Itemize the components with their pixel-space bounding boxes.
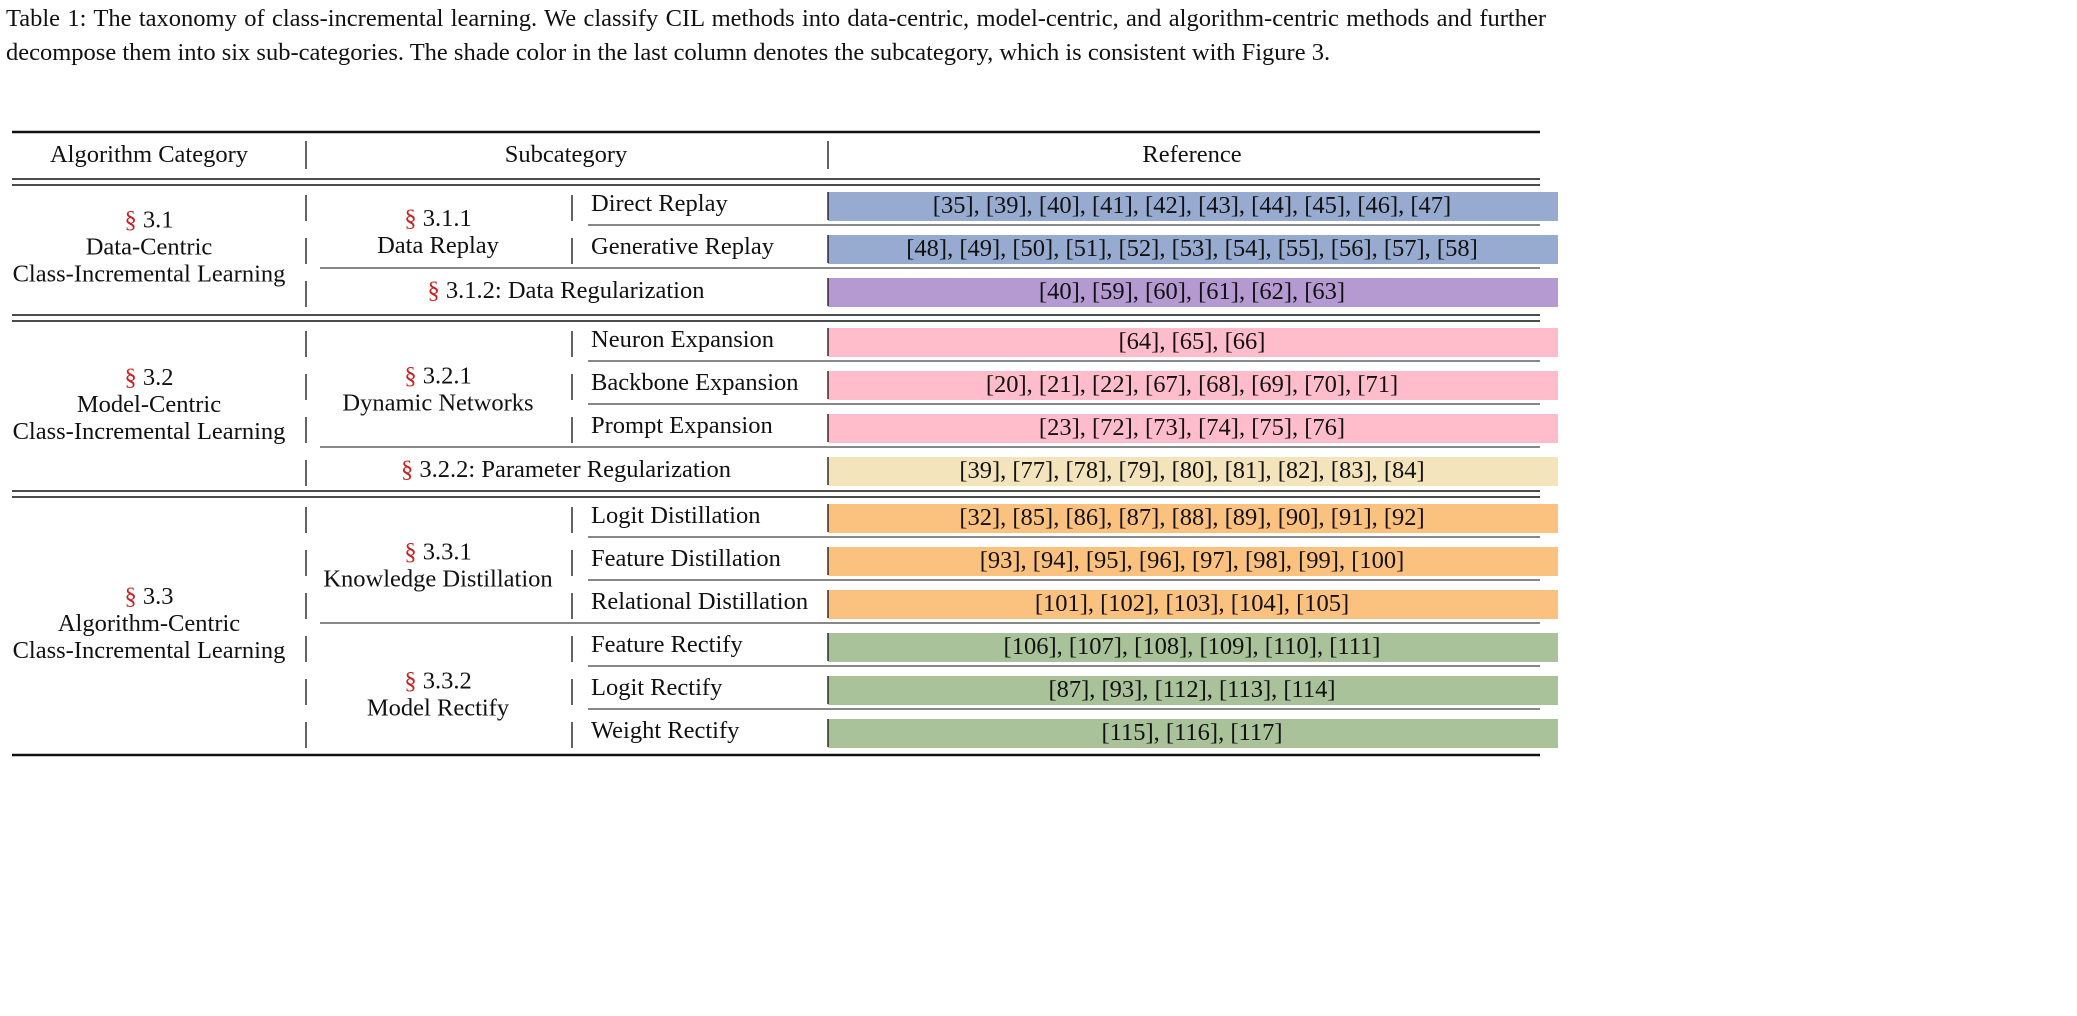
category-number: § 3.1 [125, 207, 174, 234]
method-label: Backbone Expansion [591, 369, 799, 396]
reference-cell-shade [828, 192, 1558, 221]
section-symbol: § [404, 539, 416, 566]
method-label: Neuron Expansion [591, 326, 774, 353]
reference-list: [106], [107], [108], [109], [110], [111] [1004, 633, 1381, 660]
section-label: 3.2 [137, 364, 174, 391]
section-symbol: § [125, 583, 137, 610]
category-name: Class-Incremental Learning [13, 261, 286, 288]
reference-list: [35], [39], [40], [41], [42], [43], [44]… [933, 192, 1451, 219]
subcategory-number: § 3.2.1 [404, 363, 471, 390]
reference-list: [101], [102], [103], [104], [105] [1035, 590, 1349, 617]
category-number: § 3.3 [125, 583, 174, 610]
subcategory-number: § 3.3.2 [404, 668, 471, 695]
section-label: 3.3 [137, 583, 174, 610]
subcategory-name: Dynamic Networks [342, 390, 533, 417]
reference-list: [20], [21], [22], [67], [68], [69], [70]… [986, 371, 1398, 398]
reference-cell-shade [828, 633, 1558, 662]
reference-list: [32], [85], [86], [87], [88], [89], [90]… [959, 504, 1424, 531]
reference-list: [23], [72], [73], [74], [75], [76] [1039, 414, 1345, 441]
method-label: Prompt Expansion [591, 412, 773, 439]
section-label: 3.1 [137, 207, 174, 234]
category-name: Class-Incremental Learning [13, 637, 286, 664]
method-label: Logit Rectify [591, 674, 723, 701]
reference-list: [39], [77], [78], [79], [80], [81], [82]… [959, 457, 1424, 484]
subcategory-number: § 3.3.1 [404, 539, 471, 566]
header-category: Algorithm Category [50, 141, 249, 168]
category-name: Data-Centric [86, 234, 213, 261]
section-symbol: § [404, 205, 416, 232]
reference-cell-shade [828, 547, 1558, 576]
subcategory-name: Knowledge Distillation [323, 566, 552, 593]
reference-list: [48], [49], [50], [51], [52], [53], [54]… [906, 235, 1478, 262]
section-symbol: § [125, 364, 137, 391]
method-label: Feature Rectify [591, 631, 743, 658]
method-label: Generative Replay [591, 233, 775, 260]
header-reference: Reference [1142, 141, 1241, 168]
section-label: 3.2.2: Parameter Regularization [413, 456, 731, 483]
reference-cell-shade [828, 414, 1558, 443]
section-symbol: § [401, 456, 413, 483]
reference-list: [64], [65], [66] [1119, 328, 1266, 355]
reference-cell-shade [828, 457, 1558, 486]
method-label: Weight Rectify [591, 717, 740, 744]
category-name: Model-Centric [77, 391, 221, 418]
reference-cell-shade [828, 371, 1558, 400]
section-symbol: § [404, 363, 416, 390]
category-name: Class-Incremental Learning [13, 418, 286, 445]
section-symbol: § [404, 668, 416, 695]
method-label: Logit Distillation [591, 502, 760, 529]
reference-cell-shade [828, 719, 1558, 748]
section-label: 3.1.2: Data Regularization [440, 277, 705, 304]
method-label: Direct Replay [591, 190, 728, 217]
subcategory-name: Model Rectify [367, 695, 510, 722]
table-caption: Table 1: The taxonomy of class-increment… [6, 5, 1546, 66]
method-label: Feature Distillation [591, 545, 781, 572]
reference-cell-shade [828, 504, 1558, 533]
reference-cell-shade [828, 328, 1558, 357]
reference-cell-shade [828, 676, 1558, 705]
reference-cell-shade [828, 235, 1558, 264]
category-number: § 3.2 [125, 364, 174, 391]
section-label: 3.3.1 [417, 539, 472, 566]
section-label: 3.3.2 [417, 668, 472, 695]
subcategory-title: § 3.1.2: Data Regularization [428, 277, 705, 304]
section-label: 3.1.1 [417, 205, 472, 232]
section-symbol: § [428, 277, 440, 304]
reference-list: [40], [59], [60], [61], [62], [63] [1039, 278, 1345, 305]
category-name: Algorithm-Centric [58, 610, 240, 637]
reference-list: [93], [94], [95], [96], [97], [98], [99]… [980, 547, 1405, 574]
subcategory-name: Data Replay [377, 232, 500, 259]
section-symbol: § [125, 207, 137, 234]
reference-cell-shade [828, 278, 1558, 307]
reference-list: [115], [116], [117] [1102, 719, 1283, 746]
subcategory-title: § 3.2.2: Parameter Regularization [401, 456, 731, 483]
reference-cell-shade [828, 590, 1558, 619]
section-label: 3.2.1 [417, 363, 472, 390]
header-subcategory: Subcategory [505, 141, 628, 168]
reference-list: [87], [93], [112], [113], [114] [1048, 676, 1335, 703]
subcategory-number: § 3.1.1 [404, 205, 471, 232]
method-label: Relational Distillation [591, 588, 808, 615]
